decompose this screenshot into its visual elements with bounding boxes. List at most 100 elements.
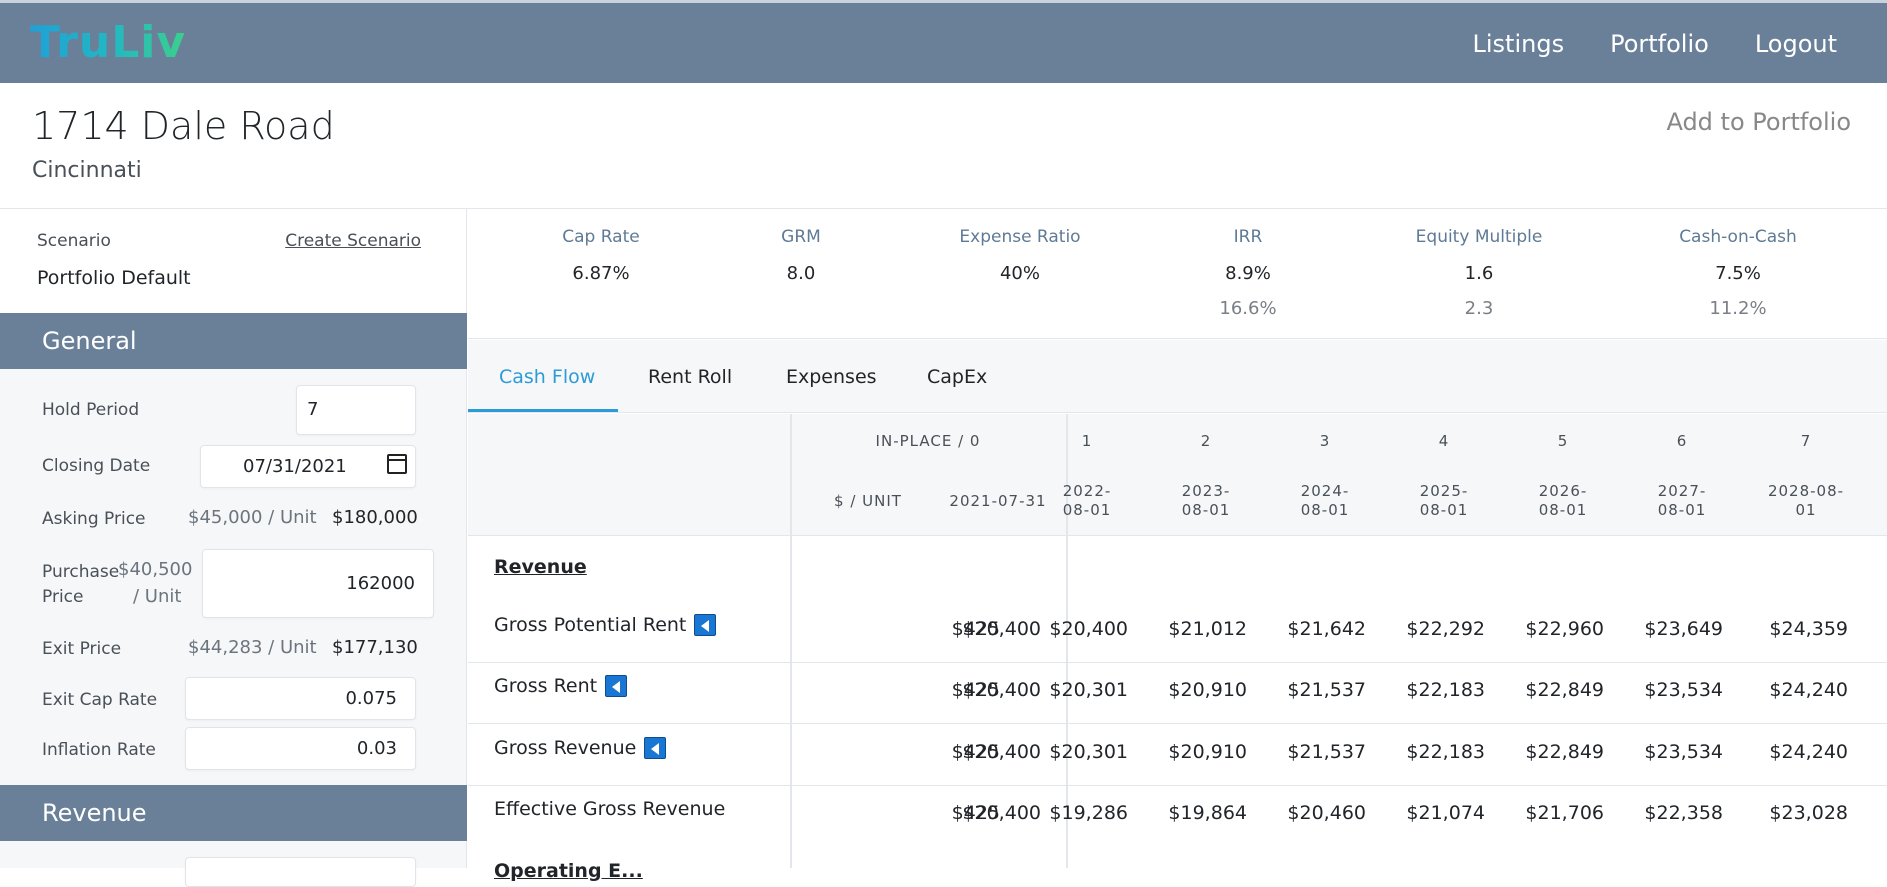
metric-label: Expense Ratio [959,227,1081,247]
exit-cap-rate-label: Exit Cap Rate [42,690,158,710]
property-address: 1714 Dale Road [32,104,335,148]
collapse-arrow-icon[interactable] [644,737,667,759]
scenario-select[interactable]: Portfolio Default [37,267,191,289]
metric-value: 8.0 [786,263,816,284]
revenue-section-label: Revenue [494,556,587,578]
tab-cash-flow[interactable]: Cash Flow [499,366,596,388]
purchase-price-per-unit-line1: $40,500 [118,559,193,580]
inflation-rate-label: Inflation Rate [42,740,156,760]
table-row-label: Gross Revenue [494,737,667,759]
year-date-line1: 2023- [1181,482,1231,500]
year-value-cell: $19,286 [1049,802,1128,824]
year-date-line2: 08-01 [1538,501,1588,519]
metric-value-alt [920,298,1120,320]
per-unit-header: $ / UNIT [834,492,902,510]
column-divider [1066,414,1068,868]
year-number-header: 1 [1081,432,1093,450]
asking-price-per-unit: $45,000 / Unit [188,507,317,528]
metrics-strip: Cap Rate 6.87% GRM 8.0 Expense Ratio 40%… [468,209,1887,339]
metric-value: 40% [999,263,1040,284]
cash-flow-table: IN-PLACE / 0 $ / UNIT 2021-07-31 1 2022- 0… [468,414,1887,882]
purchase-price-input[interactable]: 162000 [202,549,434,618]
create-scenario-link[interactable]: Create Scenario [285,231,421,251]
year-value-cell: $22,183 [1406,679,1485,701]
year-value-cell: $23,649 [1644,618,1723,640]
year-date-line2: 08-01 [1062,501,1112,519]
metric-label: Cap Rate [562,227,640,247]
hold-period-input[interactable]: 7 [296,385,416,435]
year-number-header: 2 [1200,432,1212,450]
year-date-line1: 2028-08- [1767,482,1845,500]
metric-value-alt: 16.6% [1219,298,1277,319]
year-value-cell: $20,460 [1287,802,1366,824]
metric-label: Equity Multiple [1415,227,1543,247]
row-label-text: Effective Gross Revenue [494,798,726,820]
metric-value-alt: 11.2% [1709,298,1767,319]
year-date-header: 2023- 08-01 [1156,482,1256,520]
nav-listings-link[interactable]: Listings [1472,30,1565,58]
hold-period-label: Hold Period [42,400,140,420]
row-label-text: Gross Rent [494,675,598,697]
asking-price-label: Asking Price [42,509,146,529]
metric-label: Cash-on-Cash [1679,227,1797,247]
year-value-cell: $21,706 [1525,802,1604,824]
tab-rent-roll[interactable]: Rent Roll [648,366,733,388]
year-value-cell: $22,183 [1406,741,1485,763]
collapse-arrow-icon[interactable] [694,614,717,636]
inplace-cell: $20,400 [962,741,1041,763]
metric-value: 1.6 [1464,263,1494,284]
purchase-price-label-line2: Price [42,587,84,607]
year-value-cell: $20,910 [1168,679,1247,701]
year-date-line1: 2025- [1419,482,1469,500]
per-unit-cell: $425 [951,679,1000,701]
year-date-header: 2026- 08-01 [1513,482,1613,520]
per-unit-cell: $425 [951,741,1000,763]
metric-value-alt [701,298,901,320]
metric-cash-on-cash: Cash-on-Cash 7.5% 11.2% [1638,227,1838,320]
year-date-line1: 2026- [1538,482,1588,500]
tab-capex[interactable]: CapEx [927,366,988,388]
metric-value-alt: 2.3 [1464,298,1494,319]
year-value-cell: $21,537 [1287,679,1366,701]
scenario-label: Scenario [37,231,111,251]
year-date-header: 2028-08- 01 [1756,482,1856,520]
revenue-first-input[interactable] [185,857,416,887]
inflation-rate-input[interactable]: 0.03 [185,727,416,770]
add-to-portfolio-link[interactable]: Add to Portfolio [1666,108,1851,136]
truliv-logo[interactable]: TruLiv [30,17,187,68]
year-number-header: 6 [1676,432,1688,450]
asking-price-value: $180,000 [332,507,418,528]
row-divider [468,662,1887,663]
year-value-cell: $22,960 [1525,618,1604,640]
revenue-section-header[interactable]: Revenue [0,785,467,841]
main-nav: Listings Portfolio Logout [1473,30,1837,58]
collapse-arrow-icon[interactable] [605,675,628,697]
assumptions-sidebar: Scenario Create Scenario Portfolio Defau… [0,209,467,887]
calendar-icon[interactable] [387,454,407,474]
table-row-label: Effective Gross Revenue [494,798,725,820]
general-section-header[interactable]: General [0,313,467,369]
inplace-cell: $20,400 [962,679,1041,701]
nav-portfolio-link[interactable]: Portfolio [1610,30,1709,58]
row-label-text: Gross Revenue [494,737,637,759]
year-date-line1: 2024- [1300,482,1350,500]
year-value-cell: $22,358 [1644,802,1723,824]
exit-price-per-unit: $44,283 / Unit [188,637,317,658]
table-row-label: Gross Potential Rent [494,614,717,636]
closing-date-input[interactable]: 07/31/2021 [200,445,416,488]
property-city: Cincinnati [32,158,142,183]
exit-cap-rate-input[interactable]: 0.075 [185,677,416,720]
year-date-header: 2027- 08-01 [1632,482,1732,520]
exit-price-label: Exit Price [42,639,122,659]
metric-irr: IRR 8.9% 16.6% [1148,227,1348,320]
inplace-date-header: 2021-07-31 [949,492,1047,510]
top-navbar: TruLiv Listings Portfolio Logout [0,0,1887,83]
per-unit-cell: $425 [951,802,1000,824]
tab-expenses[interactable]: Expenses [786,366,877,388]
year-value-cell: $20,301 [1049,741,1128,763]
metric-value: 6.87% [572,263,630,284]
metric-label: GRM [781,227,821,247]
nav-logout-link[interactable]: Logout [1754,30,1837,58]
year-number-header: 7 [1800,432,1812,450]
year-date-line1: 2022- [1062,482,1112,500]
